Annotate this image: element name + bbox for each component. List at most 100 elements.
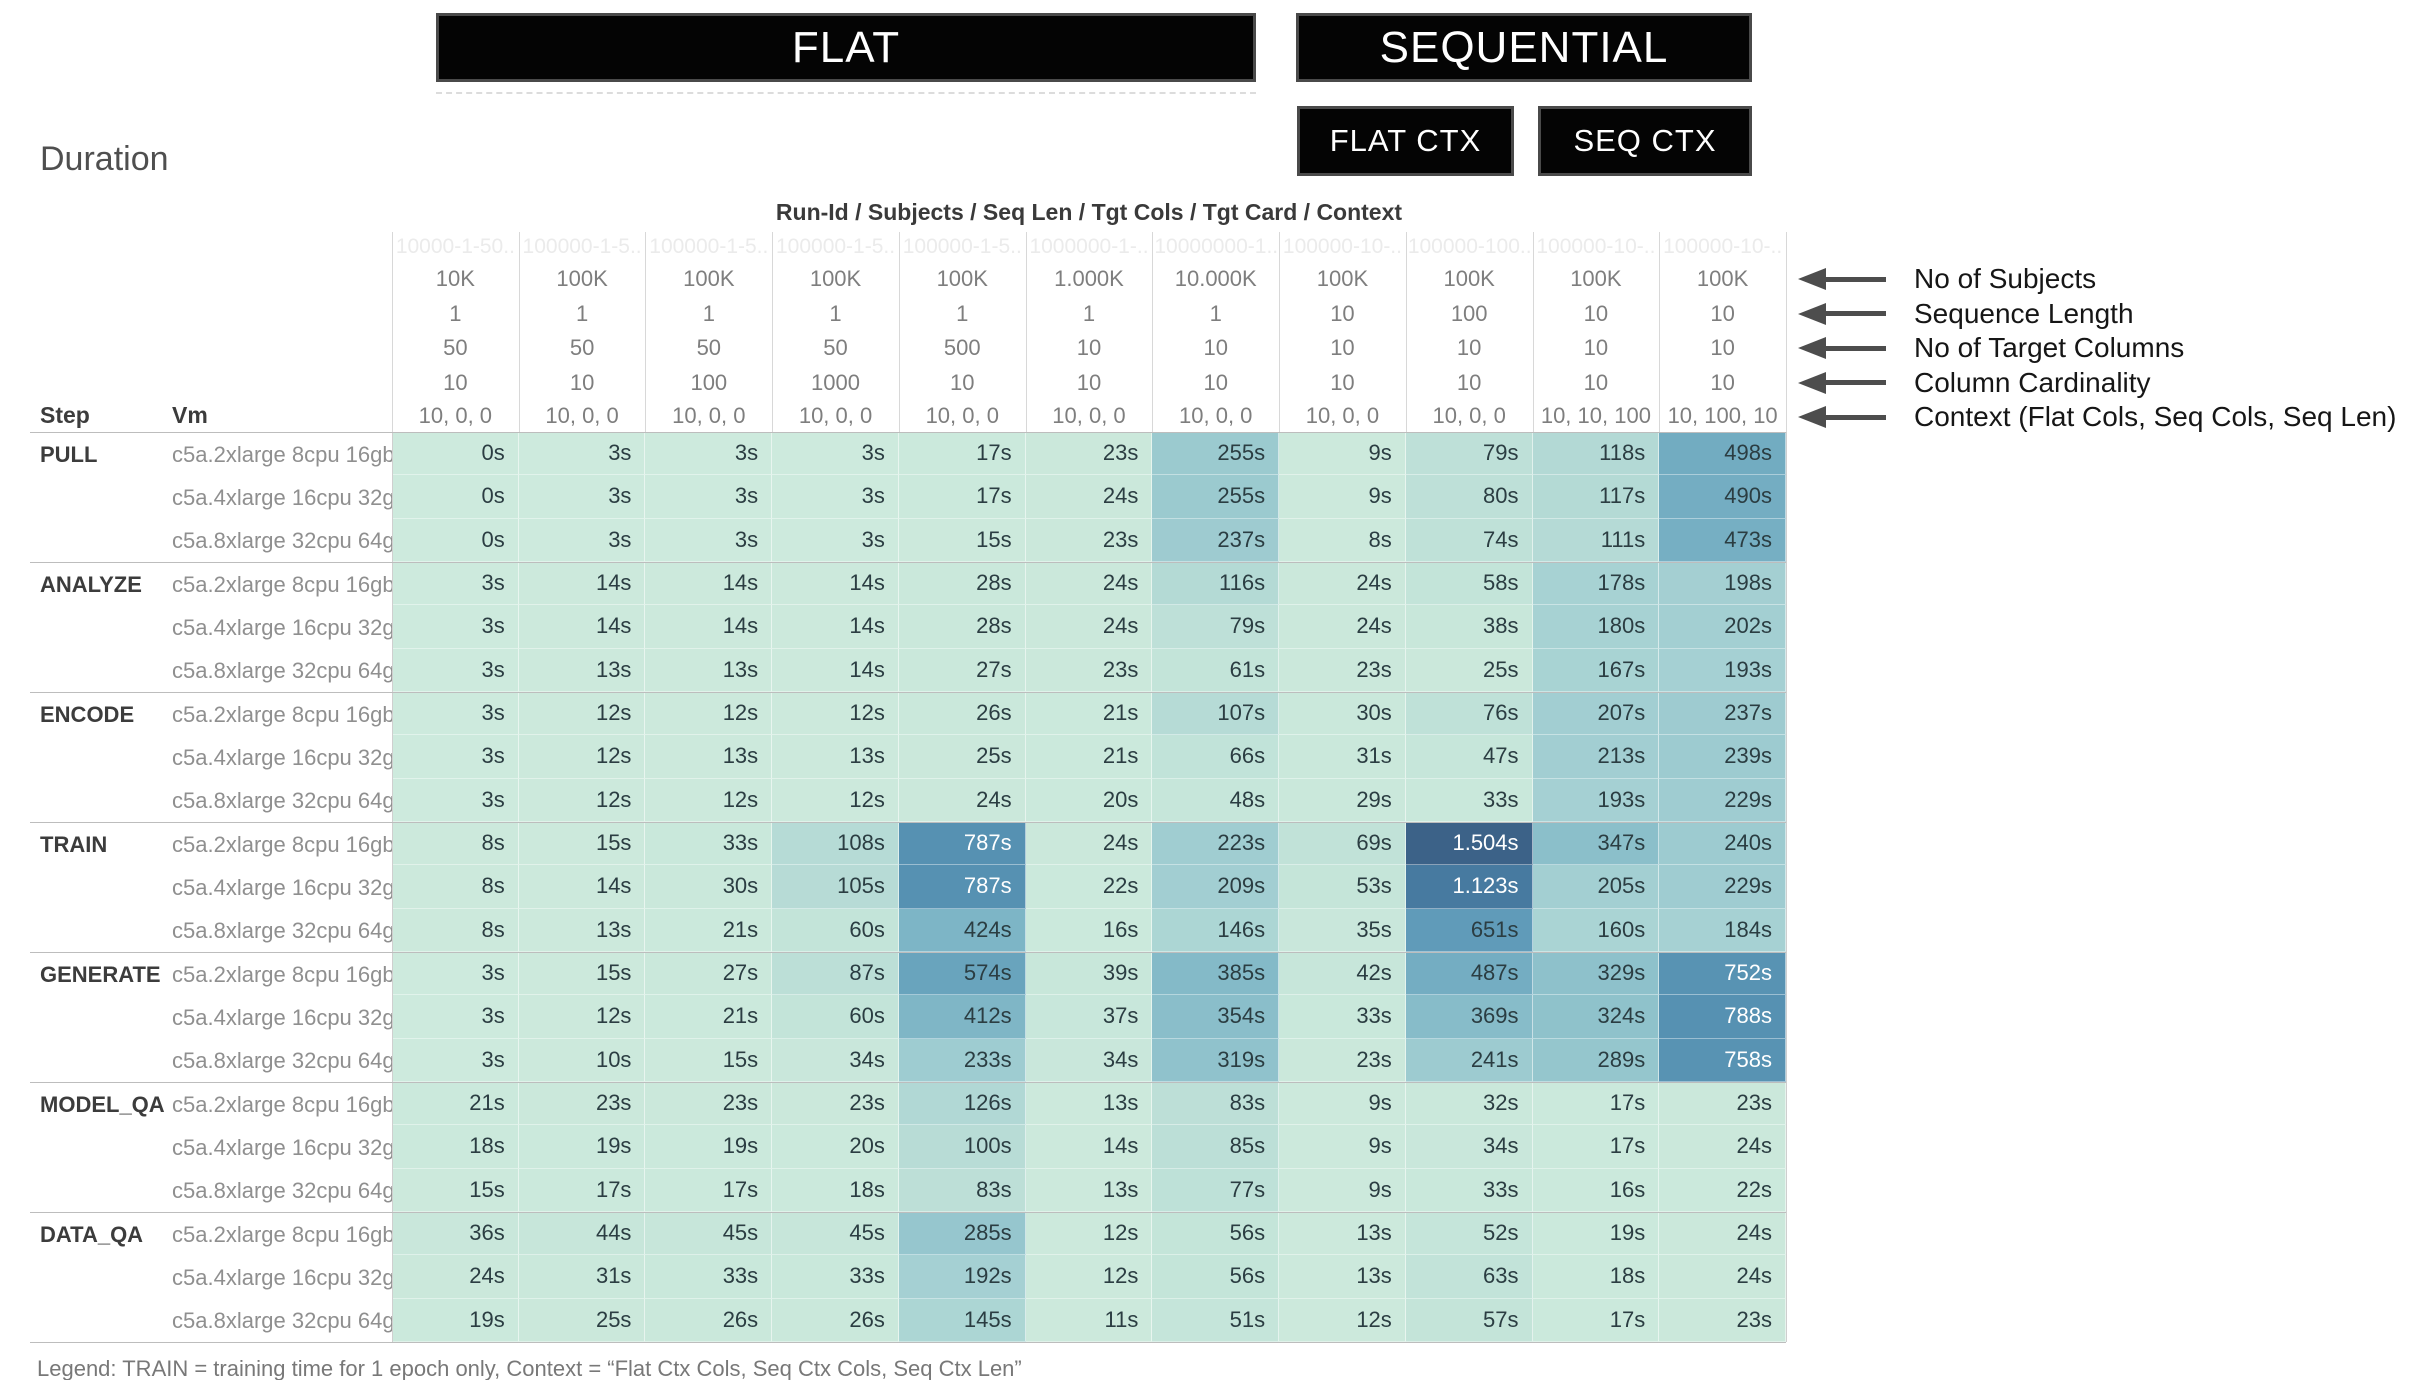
col-header-run_id: 100000-1-5..	[902, 236, 1022, 257]
heatmap-cell: 12s	[1025, 1212, 1153, 1256]
heatmap-cell: 69s	[1279, 822, 1406, 866]
arrow-left-icon	[1798, 337, 1826, 359]
group-separator	[30, 1082, 1786, 1083]
heatmap-cell: 8s	[392, 822, 519, 866]
col-header-run_id: 100000-1-5..	[649, 236, 769, 257]
heatmap-cell: 1.504s	[1405, 822, 1533, 866]
heatmap-cell: 105s	[772, 865, 899, 909]
vm-label: c5a.8xlarge 32cpu 64gb	[172, 528, 407, 554]
heatmap-cell: 15s	[518, 952, 646, 996]
heatmap-cell: 3s	[392, 995, 519, 1039]
vm-label: c5a.4xlarge 16cpu 32gb	[172, 485, 407, 510]
heatmap-cell: 3s	[392, 952, 519, 996]
heatmap-cell: 21s	[645, 995, 773, 1039]
col-header-tgt_card: 10	[443, 369, 468, 395]
heatmap-cell: 3s	[645, 518, 773, 562]
heatmap-cell: 9s	[1279, 1082, 1406, 1126]
arrow-shaft	[1826, 311, 1886, 316]
heatmap-cell: 66s	[1152, 735, 1280, 779]
col-header-subjects: 100K	[683, 266, 735, 292]
heatmap-cell: 3s	[772, 518, 899, 562]
heatmap-cell: 3s	[392, 562, 519, 606]
heatmap-cell: 23s	[645, 1082, 773, 1126]
col-header-tgt_card: 10	[1076, 369, 1102, 395]
col-header-subjects: 100K	[936, 266, 988, 292]
vm-label: c5a.8xlarge 32cpu 64gb	[172, 658, 407, 684]
heatmap-cell: 223s	[1152, 822, 1280, 866]
heatmap-cell: 241s	[1405, 1038, 1533, 1082]
heatmap-cell: 347s	[1532, 822, 1660, 866]
heatmap-cell: 12s	[518, 735, 646, 779]
heatmap-cell: 11s	[1025, 1298, 1153, 1342]
group-separator	[30, 952, 1786, 953]
heatmap-cell: 85s	[1152, 1125, 1280, 1169]
heatmap-cell: 34s	[1025, 1038, 1153, 1082]
heatmap-cell: 752s	[1659, 952, 1786, 996]
vm-label: c5a.8xlarge 32cpu 64gb	[172, 1178, 407, 1204]
heatmap-cell: 79s	[1152, 605, 1280, 649]
banner-sequential: SEQUENTIAL	[1296, 13, 1752, 82]
heatmap-cell: 9s	[1279, 432, 1406, 476]
heatmap-cell: 56s	[1152, 1255, 1280, 1299]
heatmap-cell: 180s	[1532, 605, 1660, 649]
arrow-left-icon	[1798, 302, 1826, 325]
heatmap-cell: 52s	[1405, 1212, 1533, 1256]
col-header-seq_len: 1	[702, 300, 715, 326]
arrow-shaft	[1826, 380, 1886, 385]
step-label: ENCODE	[40, 701, 135, 727]
heatmap-cell: 12s	[518, 995, 646, 1039]
heatmap-cell: 23s	[1025, 648, 1153, 692]
heatmap-cell: 574s	[898, 952, 1026, 996]
heatmap-cell: 14s	[518, 562, 646, 606]
heatmap-cell: 63s	[1405, 1255, 1533, 1299]
heatmap-cell: 12s	[645, 692, 773, 736]
heatmap-cell: 9s	[1279, 1168, 1406, 1212]
col-header-context: 10, 0, 0	[545, 403, 619, 428]
vm-label: c5a.2xlarge 8cpu 16gb	[172, 1221, 395, 1247]
vm-column-header: Vm	[172, 402, 208, 428]
heatmap-cell: 33s	[645, 1255, 773, 1299]
column-separator	[392, 232, 393, 432]
heatmap-cell: 58s	[1405, 562, 1533, 606]
heatmap-cell: 12s	[518, 692, 646, 736]
col-header-tgt_card: 10	[1203, 369, 1228, 395]
arrow-left-icon	[1798, 371, 1826, 394]
heatmap-cell: 33s	[645, 822, 773, 866]
step-label: MODEL_QA	[40, 1091, 165, 1117]
heatmap-cell: 758s	[1659, 1038, 1786, 1082]
annotation-row: Column Cardinality	[1798, 367, 2151, 398]
heatmap-cell: 8s	[1279, 518, 1406, 562]
heatmap-cell: 13s	[772, 735, 899, 779]
heatmap-cell: 83s	[1152, 1082, 1280, 1126]
column-separator	[898, 232, 900, 432]
col-header-tgt_cols: 50	[443, 335, 468, 361]
heatmap-cell: 24s	[898, 778, 1026, 822]
heatmap-cell: 17s	[1532, 1298, 1660, 1342]
heatmap-cell: 160s	[1532, 908, 1660, 952]
heatmap-cell: 21s	[1025, 692, 1153, 736]
heatmap-cell: 184s	[1659, 908, 1786, 952]
vm-label: c5a.2xlarge 8cpu 16gb	[172, 441, 395, 467]
arrow-shaft	[1826, 414, 1886, 420]
col-header-tgt_cols: 10	[1583, 335, 1609, 361]
banner-seq-ctx: SEQ CTX	[1538, 106, 1752, 176]
col-header-tgt_cols: 10	[1710, 335, 1735, 361]
heatmap-cell: 16s	[1532, 1168, 1660, 1212]
heatmap-cell: 14s	[1025, 1125, 1153, 1169]
col-header-seq_len: 1	[449, 300, 462, 326]
heatmap-cell: 56s	[1152, 1212, 1280, 1256]
heatmap-cell: 30s	[645, 865, 773, 909]
heatmap-cell: 111s	[1532, 518, 1660, 562]
heatmap-cell: 33s	[1405, 778, 1533, 822]
annotation-row: Context (Flat Cols, Seq Cols, Seq Len)	[1798, 401, 2396, 432]
heatmap-cell: 15s	[645, 1038, 773, 1082]
heatmap-cell: 787s	[898, 865, 1026, 909]
col-header-run_id: 100000-1-5..	[775, 236, 896, 257]
col-header-tgt_cols: 50	[569, 335, 595, 361]
heatmap-cell: 14s	[645, 605, 773, 649]
heatmap-cell: 13s	[645, 735, 773, 779]
heatmap-cell: 28s	[898, 605, 1026, 649]
heatmap-cell: 100s	[898, 1125, 1026, 1169]
heatmap-cell: 33s	[772, 1255, 899, 1299]
